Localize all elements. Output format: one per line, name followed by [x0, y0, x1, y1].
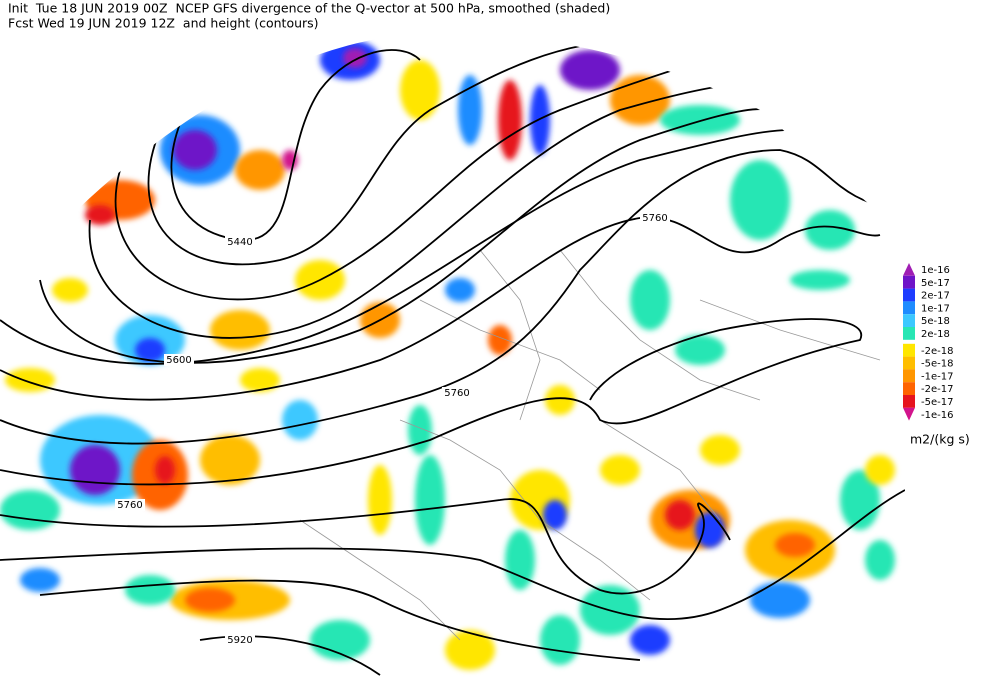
contour-label: 5760	[117, 500, 142, 511]
legend-label: 2e-18	[921, 329, 950, 340]
legend-swatch	[903, 382, 915, 395]
contour-label: 5760	[642, 213, 667, 224]
legend-label: 5e-18	[921, 316, 950, 327]
contour-label-bg	[115, 499, 145, 511]
legend-label: -1e-16	[921, 410, 953, 421]
height-contours	[0, 39, 905, 676]
legend-label: -2e-17	[921, 384, 953, 395]
legend-swatch	[903, 263, 915, 276]
legend-label: 5e-17	[921, 278, 950, 289]
legend-swatch	[903, 288, 915, 302]
header-line: Init Tue 18 JUN 2019 00Z NCEP GFS diverg…	[8, 1, 610, 16]
contour-label-bg	[164, 354, 194, 366]
contour-label: 5760	[444, 388, 469, 399]
legend-label: -1e-17	[921, 371, 953, 382]
legend-swatch	[903, 314, 915, 327]
legend-swatch	[903, 407, 915, 421]
contour-label-bg	[225, 236, 255, 248]
legend-label: -5e-17	[921, 397, 953, 408]
legend-swatch	[903, 275, 915, 289]
legend-label: -2e-18	[921, 346, 953, 357]
legend-label: -5e-18	[921, 359, 953, 370]
legend-label: 1e-16	[921, 265, 950, 276]
contour-label-bg	[442, 387, 472, 399]
legend-swatch	[903, 356, 915, 370]
legend-label: 2e-17	[921, 291, 950, 302]
legend-swatch	[903, 395, 915, 408]
header-line: Fcst Wed 19 JUN 2019 12Z and height (con…	[8, 16, 319, 31]
legend-swatch	[903, 343, 915, 357]
borders	[299, 249, 881, 641]
contour-label-bg	[225, 634, 255, 646]
legend-swatch	[903, 369, 915, 383]
contour-label: 5920	[227, 635, 252, 646]
contour-labels: 5440 5600 5760 5760 5760 5920	[115, 212, 670, 646]
legend-swatch	[903, 301, 915, 315]
contour-label: 5600	[166, 355, 191, 366]
legend-swatch	[903, 327, 915, 340]
contour-label: 5440	[227, 237, 252, 248]
legend-label: 1e-17	[921, 303, 950, 314]
shaded-field	[0, 40, 895, 670]
legend-unit: m2/(kg s)	[910, 432, 970, 447]
contour-label-bg	[640, 212, 670, 224]
